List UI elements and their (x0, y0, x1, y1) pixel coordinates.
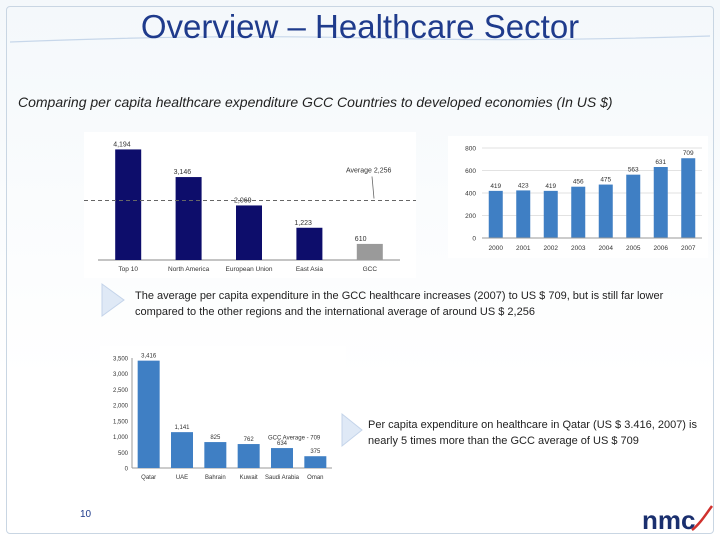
x-tick-label: UAE (176, 475, 188, 481)
page-number: 10 (80, 509, 92, 520)
svg-text:nmc: nmc (642, 505, 695, 535)
x-tick-label: 2003 (571, 245, 586, 252)
y-tick-label: 500 (118, 451, 129, 457)
gcc-countries-chart-svg: 0 500 1,000 1,500 2,000 2,500 3,000 3,500 3,416 Q… (113, 354, 332, 481)
gcc-average-label: GCC Average - 709 (268, 436, 321, 442)
note-arrow-1 (101, 283, 125, 317)
bar-2005 (626, 174, 641, 238)
y-tick-label: 3,000 (113, 372, 129, 378)
x-tick-label: 2002 (544, 245, 559, 252)
gcc-trend-chart: 0 200 400 600 800 419 2000 423 2001 419 2002 456 200… (448, 136, 708, 258)
tick-label: Top 10 (118, 266, 138, 273)
bar-european-union (236, 205, 262, 260)
data-label: 375 (310, 449, 321, 455)
average-label: Average 2,256 (346, 168, 392, 175)
y-tick-label: 800 (465, 146, 476, 153)
bar-gcc (356, 243, 383, 260)
regions-chart-svg: 4,194 Top 10 3,146 North America 2,069 Europe… (84, 141, 416, 273)
bar-2000 (488, 190, 503, 238)
x-tick-label: 2006 (654, 245, 669, 252)
data-label: 2,069 (234, 197, 252, 204)
tick-label: GCC (363, 266, 378, 273)
bar-2002 (543, 190, 558, 238)
y-tick-label: 600 (465, 168, 476, 175)
data-label: 762 (244, 437, 255, 443)
x-tick-label: Oman (307, 475, 323, 481)
data-label: 419 (545, 183, 556, 190)
slide-subtitle: Comparing per capita healthcare expendit… (18, 94, 613, 110)
bar-2004 (598, 184, 613, 238)
y-tick-label: 1,000 (113, 435, 129, 441)
x-tick-label: 2007 (681, 245, 696, 252)
x-tick-label: 2004 (599, 245, 614, 252)
note-arrow-2 (341, 412, 363, 448)
y-tick-label: 400 (465, 191, 476, 198)
bar-oman (304, 456, 327, 468)
slide-frame (6, 6, 714, 534)
data-label: 825 (210, 435, 221, 441)
data-label: 563 (628, 167, 639, 174)
bar-kuwait (237, 444, 260, 468)
average-pointer (371, 176, 375, 199)
data-label: 419 (490, 183, 501, 190)
bar-north-america (175, 177, 202, 260)
x-tick-label: Kuwait (240, 475, 258, 481)
y-tick-label: 2,500 (113, 388, 129, 394)
regions-chart: 4,194 Top 10 3,146 North America 2,069 Europe… (84, 132, 416, 278)
x-tick-label: 2005 (626, 245, 641, 252)
data-label: 4,194 (113, 141, 131, 148)
title-swoosh (10, 35, 710, 43)
y-tick-label: 0 (125, 467, 129, 473)
x-tick-label: Qatar (141, 475, 156, 481)
bar-2001 (516, 190, 531, 238)
data-label: 3,416 (141, 354, 157, 360)
bar-uae (171, 432, 193, 468)
bar-top-10 (115, 149, 142, 260)
nmc-logo: nmc (642, 505, 714, 535)
x-tick-label: 2000 (489, 245, 504, 252)
bar-east-asia (296, 227, 323, 260)
note-qatar: Per capita expenditure on healthcare in … (368, 419, 697, 447)
tick-label: European Union (226, 266, 273, 273)
data-label: 1,141 (174, 425, 190, 431)
data-label: 610 (355, 236, 367, 243)
tick-label: North America (168, 266, 210, 273)
data-label: 3,146 (174, 169, 192, 176)
data-label: 423 (518, 182, 529, 189)
data-label: 709 (683, 150, 694, 157)
x-tick-label: Bahrain (205, 475, 226, 481)
y-tick-label: 2,000 (113, 404, 129, 410)
bar-bahrain (204, 442, 227, 468)
y-tick-label: 1,500 (113, 419, 129, 425)
y-tick-label: 0 (472, 236, 476, 243)
data-label: 456 (573, 179, 584, 186)
bar-qatar (137, 360, 160, 468)
x-tick-label: Saudi Arabia (265, 475, 300, 481)
bar-2007 (681, 158, 696, 238)
y-tick-label: 200 (465, 213, 476, 220)
gcc-countries-chart: 0 500 1,000 1,500 2,000 2,500 3,000 3,500 3,416 Q… (100, 346, 346, 486)
data-label: 475 (600, 177, 611, 184)
bar-2006 (653, 167, 668, 238)
tick-label: East Asia (296, 266, 323, 273)
data-label: 631 (655, 159, 666, 166)
bar-saudi-arabia (271, 448, 293, 468)
slide-title: Overview – Healthcare Sector (140, 8, 580, 45)
note-gcc-average: The average per capita expenditure in th… (135, 290, 664, 318)
data-label: 1,223 (294, 220, 312, 227)
x-tick-label: 2001 (516, 245, 531, 252)
bar-2003 (571, 186, 586, 238)
data-label: 634 (277, 441, 288, 447)
y-tick-label: 3,500 (113, 357, 129, 363)
gcc-trend-chart-svg: 0 200 400 600 800 419 2000 423 2001 419 2002 456 200… (465, 146, 702, 252)
